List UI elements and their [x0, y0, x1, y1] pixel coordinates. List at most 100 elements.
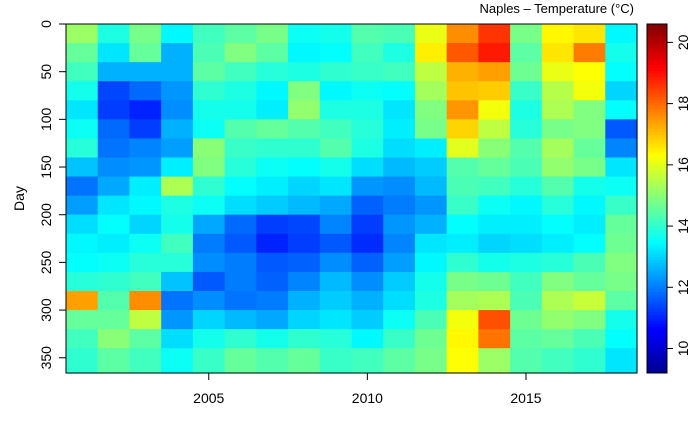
heatmap-cell [161, 176, 194, 197]
heatmap-cell [351, 100, 384, 120]
heatmap-cell [192, 271, 226, 292]
y-tick-label: 300 [38, 298, 54, 322]
heatmap-cell [319, 100, 353, 120]
heatmap-cell [510, 176, 543, 197]
heatmap-cell [605, 157, 638, 178]
heatmap-cell [97, 233, 131, 254]
heatmap-cell [129, 24, 162, 44]
heatmap-cell [478, 290, 511, 311]
colorbar-tick-label: 10 [675, 341, 691, 357]
heatmap-cell [573, 62, 606, 82]
heatmap-cell [351, 271, 384, 292]
colorbar-segment [647, 175, 667, 179]
heatmap-cell [510, 271, 543, 292]
heatmap-cell [383, 138, 416, 159]
heatmap-cell [129, 271, 162, 292]
colorbar-segment [647, 26, 667, 31]
heatmap-cell [605, 310, 638, 330]
colorbar-segment [647, 93, 667, 98]
heatmap-cell [446, 138, 479, 159]
heatmap-cell [414, 195, 448, 216]
heatmap-cell [97, 329, 131, 349]
colorbar-segment [647, 370, 667, 374]
heatmap-cell [129, 157, 162, 178]
colorbar-segment [647, 134, 667, 138]
colorbar-segment [647, 58, 667, 63]
heatmap-cell [541, 157, 575, 178]
heatmap-cell [129, 233, 162, 254]
heatmap-cell [541, 271, 575, 292]
heatmap-cell [288, 214, 321, 235]
heatmap-cell [351, 157, 384, 178]
heatmap-cell [605, 271, 638, 292]
colorbar-segment [647, 90, 667, 95]
heatmap-cell [129, 290, 162, 311]
colorbar-segment [647, 297, 667, 301]
heatmap-cell [129, 62, 162, 82]
colorbar-segment [647, 352, 667, 357]
heatmap-cell [66, 119, 99, 140]
colorbar-segment [647, 268, 667, 272]
heatmap-cell [97, 100, 131, 120]
heatmap-cell [192, 233, 226, 254]
heatmap-cell [605, 62, 638, 82]
heatmap-cell [97, 310, 131, 330]
heatmap-cell [573, 176, 606, 197]
y-tick-label: 150 [38, 155, 54, 179]
heatmap-cell [319, 290, 353, 311]
colorbar-segment [647, 207, 667, 211]
colorbar-segment [647, 67, 667, 72]
colorbar-segment [647, 186, 667, 191]
colorbar-segment [647, 247, 667, 252]
y-tick-label: 200 [38, 203, 54, 227]
colorbar-tick-label: 20 [675, 34, 691, 50]
heatmap-cell [129, 176, 162, 197]
heatmap-cell [383, 43, 416, 63]
heatmap-cell [414, 176, 448, 197]
colorbar-segment [647, 29, 667, 34]
colorbar-segment [647, 253, 667, 258]
colorbar-segment [647, 218, 667, 223]
colorbar-segment [647, 256, 667, 261]
heatmap-cell [478, 252, 511, 273]
heatmap-cell [351, 62, 384, 82]
heatmap-cell [224, 119, 257, 140]
heatmap-cell [288, 62, 321, 82]
heatmap-cell [129, 252, 162, 273]
heatmap-cell [510, 100, 543, 120]
heatmap-cell [224, 290, 257, 311]
heatmap-cell [192, 81, 226, 101]
heatmap-cell [351, 233, 384, 254]
heatmap-cell [605, 195, 638, 216]
heatmap-cell [541, 252, 575, 273]
heatmap-cell [319, 252, 353, 273]
colorbar-segment [647, 181, 667, 185]
heatmap-cell [66, 310, 99, 330]
heatmap-cell [414, 348, 448, 374]
heatmap-cell [541, 348, 575, 374]
heatmap-cell [192, 100, 226, 120]
colorbar-segment [647, 250, 667, 255]
heatmap-cell [97, 290, 131, 311]
heatmap-cell [129, 214, 162, 235]
heatmap-cell [510, 24, 543, 44]
heatmap-cell [288, 329, 321, 349]
heatmap-cell [192, 138, 226, 159]
colorbar-segment [647, 53, 667, 57]
heatmap-cell [319, 62, 353, 82]
heatmap-cell [129, 348, 162, 374]
heatmap-cell [573, 214, 606, 235]
colorbar-segment [647, 210, 667, 214]
colorbar-segment [647, 137, 667, 141]
heatmap-cell [192, 290, 226, 311]
colorbar-segment [647, 227, 667, 231]
colorbar-segment [647, 114, 667, 118]
colorbar-segment [647, 335, 667, 339]
heatmap-cell [605, 119, 638, 140]
heatmap-cell [129, 310, 162, 330]
heatmap-cell [446, 195, 479, 216]
colorbar-segment [647, 265, 667, 269]
heatmap-cell [97, 81, 131, 101]
heatmap-cell [161, 62, 194, 82]
y-tick-label: 0 [38, 20, 54, 28]
